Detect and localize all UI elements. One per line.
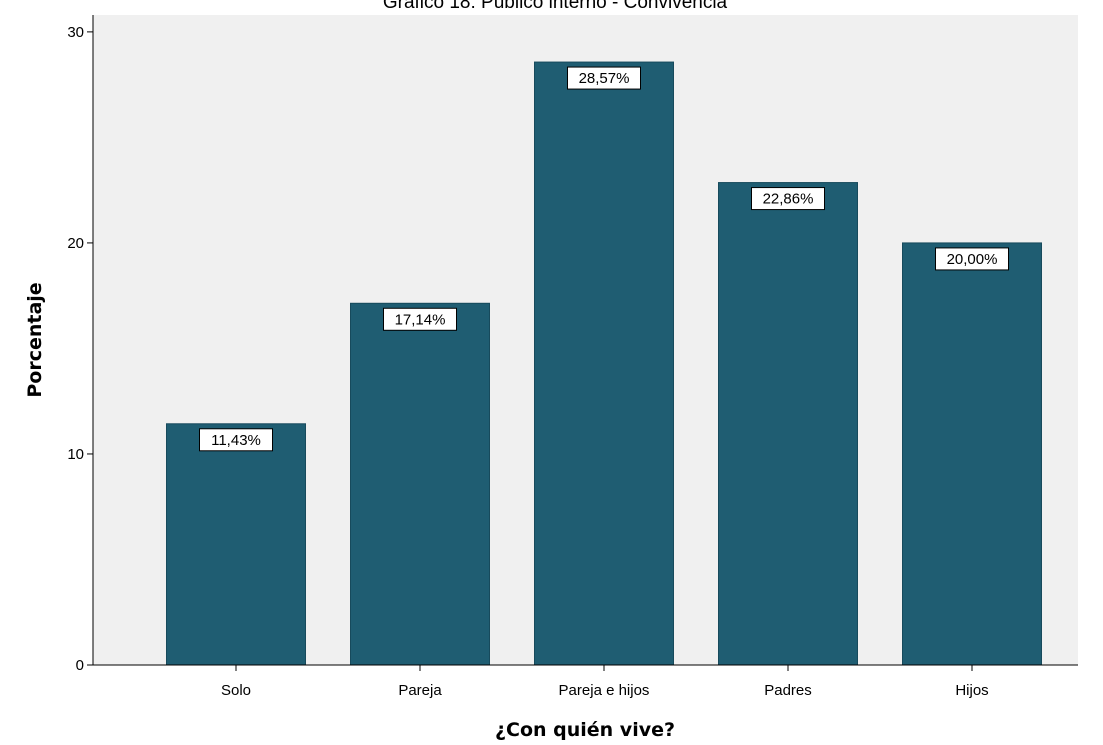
bar-4 <box>903 243 1042 665</box>
bar-2 <box>535 62 674 665</box>
x-tick-label-2: Pareja e hijos <box>559 682 650 699</box>
x-tick-label-4: Hijos <box>955 682 988 699</box>
y-tick-label-1: 10 <box>67 446 84 463</box>
x-tick-label-0: Solo <box>221 682 251 699</box>
data-label-4: 20,00% <box>947 251 998 268</box>
data-label-3: 22,86% <box>763 191 814 208</box>
x-ticks-layer: Solo Pareja Pareja e hijos Padres Hijos <box>221 665 989 699</box>
data-label-0: 11,43% <box>211 432 261 449</box>
data-label-1: 17,14% <box>395 311 446 328</box>
bar-0 <box>167 424 306 665</box>
y-axis-title: Porcentaje <box>24 282 46 397</box>
y-tick-label-0: 0 <box>76 657 84 674</box>
chart-title: Gráfico 18: Público interno - Convivenci… <box>383 0 728 13</box>
bar-1 <box>351 303 490 665</box>
x-tick-label-1: Pareja <box>398 682 442 699</box>
bar-3 <box>719 183 858 665</box>
y-ticks-layer: 0 10 20 30 <box>67 24 93 674</box>
x-tick-label-3: Padres <box>764 682 812 699</box>
y-tick-label-2: 20 <box>67 235 84 252</box>
x-axis-title: ¿Con quién vive? <box>495 719 675 741</box>
y-tick-label-3: 30 <box>67 24 84 41</box>
data-label-2: 28,57% <box>579 70 630 87</box>
